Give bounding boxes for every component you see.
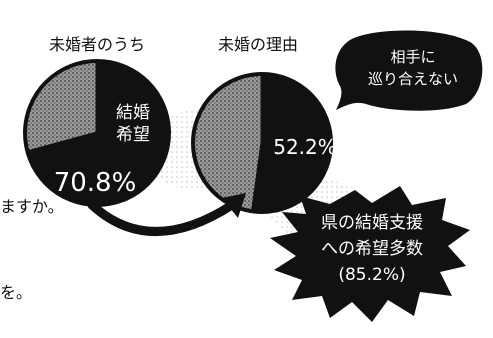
pie1-slice-label: 結婚希望: [116, 103, 150, 145]
reason-speech-bubble: 相手に巡り合えない: [335, 30, 483, 111]
pie2-slice-2: [191, 72, 264, 214]
curved-arrow-icon: [87, 193, 246, 236]
support-starburst: 県の結婚支援への希望多数(85.2%): [270, 186, 470, 322]
pie2-title: 未婚の理由: [218, 35, 298, 54]
pie-chart-reasons: 未婚の理由 52.2%: [191, 35, 337, 214]
pie1-slices: [23, 59, 171, 207]
cropped-body-text-2: を。: [0, 283, 32, 302]
support-burst-text: 県の結婚支援への希望多数(85.2%): [321, 213, 423, 285]
pie-chart-unmarried: 未婚者のうち 結婚希望 70.8%: [23, 35, 171, 207]
pie1-data-label: 70.8%: [54, 168, 137, 198]
pie1-title: 未婚者のうち: [49, 35, 145, 54]
cropped-body-text-1: ますか。: [0, 197, 64, 216]
pie2-slices: [191, 72, 333, 214]
pie2-outline: [191, 72, 333, 214]
pie2-data-label: 52.2%: [273, 135, 337, 159]
reason-bubble-text: 相手に巡り合えない: [368, 48, 458, 88]
